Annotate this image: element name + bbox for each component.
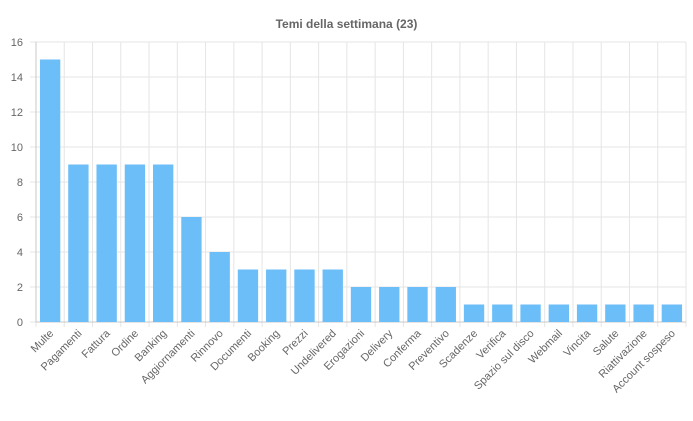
y-tick-label: 4 (17, 247, 23, 259)
bar (266, 269, 287, 322)
y-tick-label: 12 (11, 107, 23, 119)
bar (520, 304, 541, 322)
bar (153, 164, 174, 322)
bar (435, 287, 456, 322)
bar (181, 217, 202, 322)
bar (548, 304, 569, 322)
bar (124, 164, 146, 322)
bar (294, 269, 315, 322)
y-tick-label: 8 (17, 177, 23, 189)
bar (68, 164, 89, 322)
y-tick-label: 16 (11, 37, 23, 49)
bar (492, 304, 513, 322)
bar (39, 59, 61, 322)
bar (463, 304, 485, 322)
y-tick-label: 10 (11, 142, 23, 154)
x-tick-label: Vincita (562, 327, 594, 359)
y-tick-label: 0 (17, 317, 23, 329)
bar (350, 287, 372, 322)
y-tick-label: 14 (11, 72, 23, 84)
bar (379, 287, 400, 322)
chart-title: Temi della settimana (23) (275, 17, 418, 31)
bar (96, 164, 117, 322)
bar (605, 304, 626, 322)
bar (237, 269, 259, 322)
x-tick-label: Fattura (80, 327, 114, 361)
y-tick-label: 6 (17, 212, 23, 224)
bar (209, 252, 230, 322)
bar (661, 304, 683, 322)
bar (633, 304, 654, 322)
x-tick-label: Booking (246, 328, 283, 365)
bar (576, 304, 598, 322)
bar (407, 287, 428, 322)
y-tick-label: 2 (17, 282, 23, 294)
bar (322, 269, 343, 322)
